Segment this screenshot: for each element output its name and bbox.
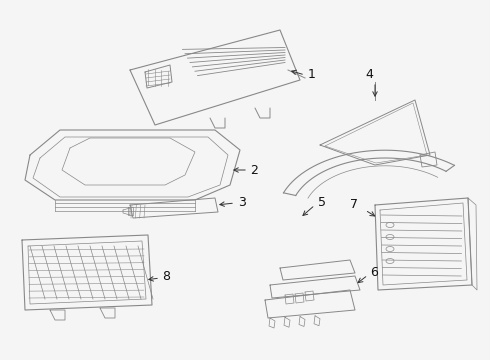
Text: 7: 7 [350, 198, 358, 211]
Text: 4: 4 [365, 68, 373, 81]
Text: 5: 5 [318, 195, 326, 208]
Text: 2: 2 [250, 163, 258, 176]
Text: 1: 1 [308, 68, 316, 81]
Text: 6: 6 [370, 266, 378, 279]
Text: 8: 8 [162, 270, 170, 283]
Text: 3: 3 [238, 197, 246, 210]
